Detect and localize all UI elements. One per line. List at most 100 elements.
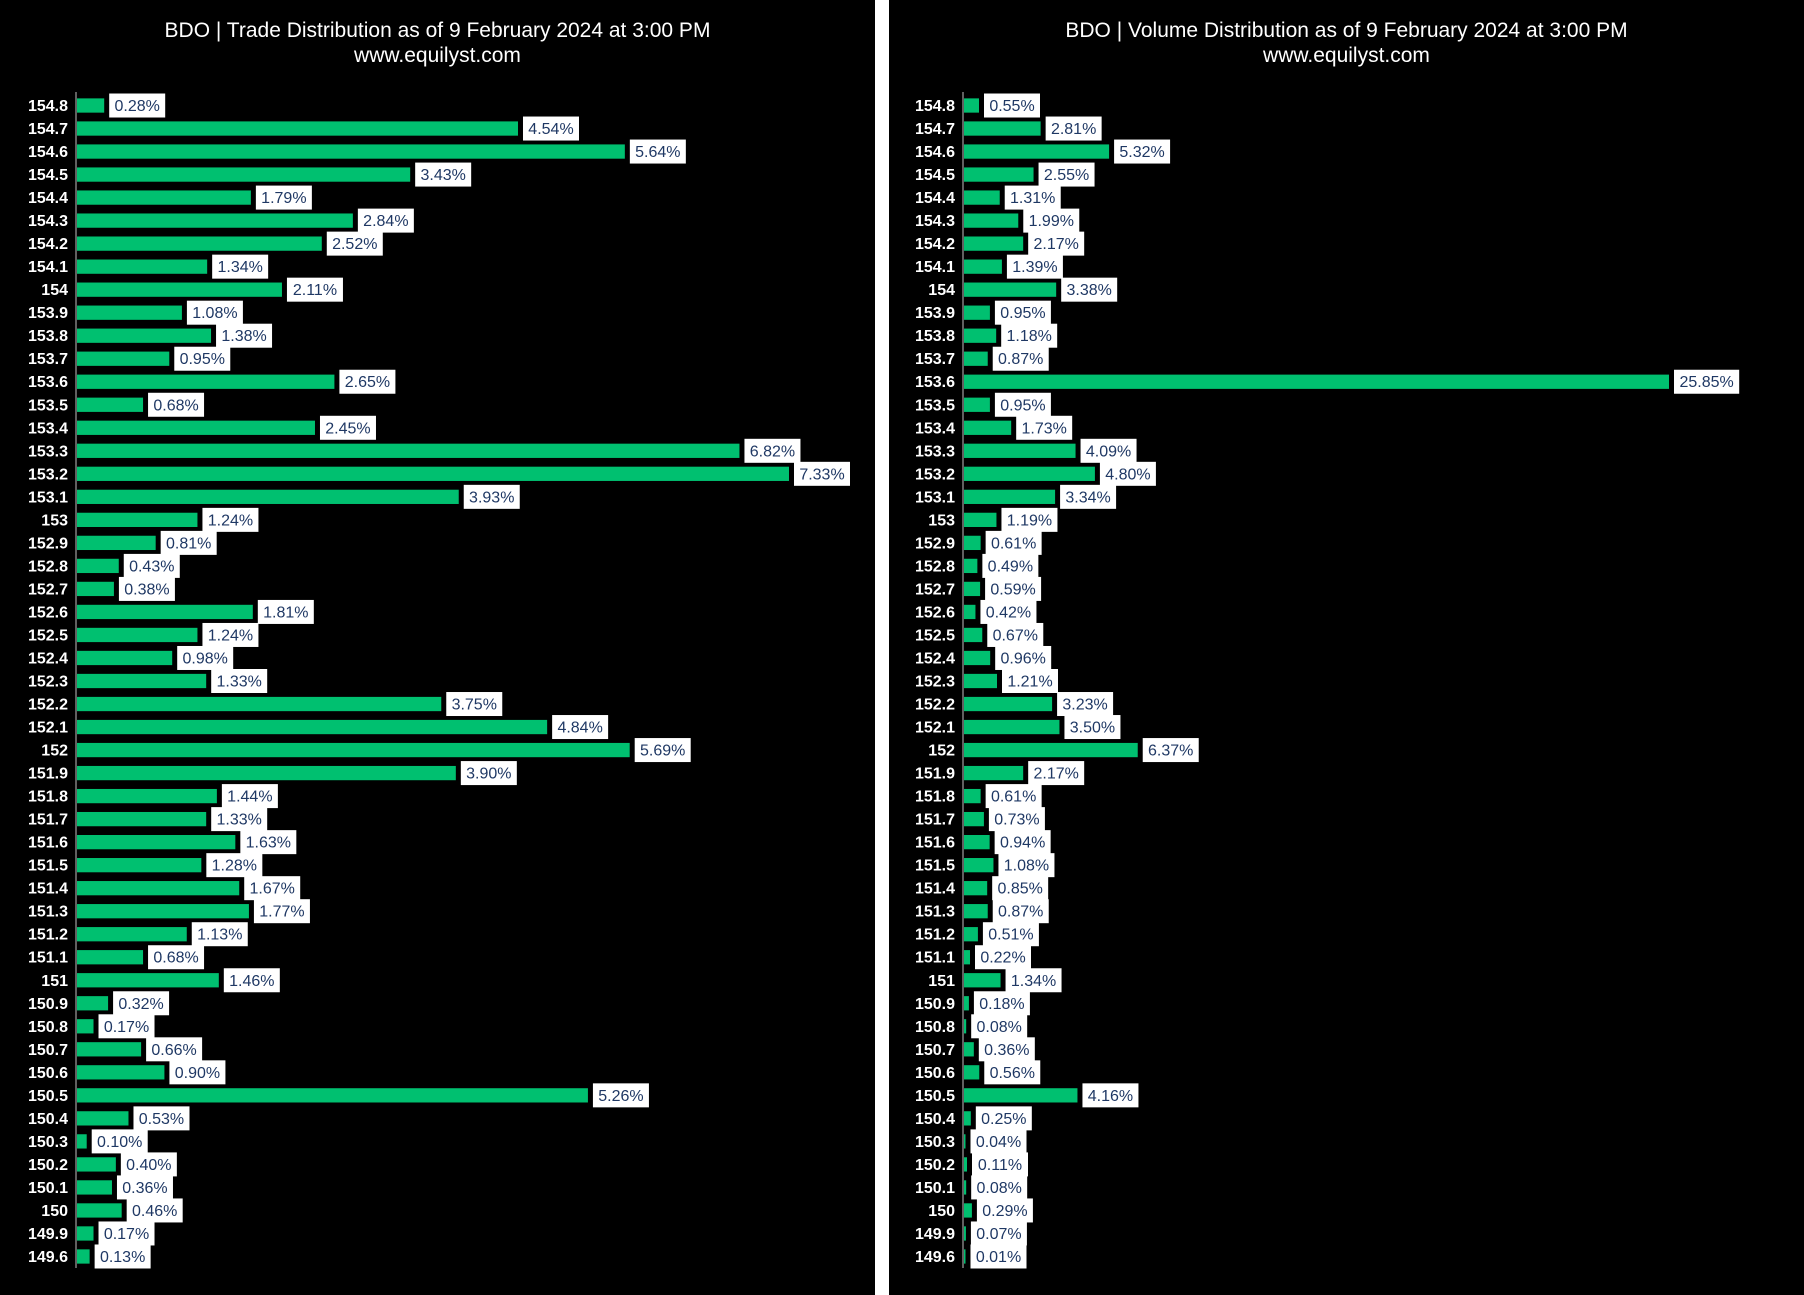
bar [77,305,182,320]
data-label: 5.26% [598,1088,643,1105]
category-tick-label: 152.4 [28,650,68,667]
data-label: 0.67% [993,627,1038,644]
data-label-box [1674,369,1740,394]
data-label-box [980,599,1037,624]
category-tick-label: 152.7 [915,581,955,598]
bar [77,190,251,205]
category-tick-label: 151.6 [28,835,68,852]
category-tick-label: 154 [41,282,68,299]
category-tick-label: 153 [928,512,955,529]
data-label: 3.90% [466,766,511,783]
bar [77,927,187,942]
data-label: 1.28% [212,858,257,875]
data-label-box [319,415,376,440]
data-label: 0.61% [991,789,1036,806]
data-label: 0.55% [989,98,1034,115]
bar [77,1111,129,1126]
data-label: 0.28% [115,98,160,115]
data-label: 3.23% [1062,697,1107,714]
data-label: 3.50% [1070,720,1115,737]
data-label: 0.17% [104,1226,149,1243]
data-label: 1.77% [259,904,304,921]
data-label: 0.95% [180,351,225,368]
data-label-box [634,738,691,763]
category-tick-label: 154.3 [28,213,68,230]
category-tick-label: 153.2 [28,466,68,483]
bar [77,650,173,666]
data-label-box [169,1060,226,1085]
category-tick-label: 152.6 [28,604,68,621]
data-label: 0.08% [976,1019,1021,1036]
category-tick-label: 150.8 [28,1019,68,1036]
data-label-box [994,392,1051,417]
category-tick-label: 153.8 [28,328,68,345]
data-label-box [970,1129,1027,1154]
bar [964,881,988,896]
bar [77,788,217,804]
data-label-box [985,530,1042,555]
data-label: 0.51% [988,927,1033,944]
category-tick-label: 151.8 [915,789,955,806]
data-label-box [987,622,1044,647]
category-tick-label: 150.2 [28,1157,68,1174]
bar [964,328,997,343]
bar [964,397,990,412]
data-label-box [592,1083,649,1108]
bar [77,719,548,735]
category-tick-label: 151.5 [915,858,955,875]
category-tick-label: 152.8 [28,558,68,575]
bar [77,1088,588,1103]
data-label: 0.07% [976,1226,1021,1243]
category-tick-label: 152 [41,743,68,760]
bar [964,973,1001,988]
bar [964,167,1034,182]
category-tick-label: 153.6 [28,374,68,391]
data-label: 0.49% [988,558,1033,575]
bar [964,443,1076,458]
bar [77,282,282,297]
data-label-box [972,1152,1028,1177]
category-tick-label: 154.6 [28,144,68,161]
data-label-box [976,1198,1033,1223]
bar [964,259,1002,274]
category-tick-label: 154.2 [915,236,955,253]
data-label: 3.93% [469,489,514,506]
category-tick-label: 152.2 [915,697,955,714]
data-label: 0.43% [129,558,174,575]
data-label: 4.54% [528,121,573,138]
bar [77,466,789,481]
data-label-box [971,1014,1028,1039]
category-tick-label: 150.3 [915,1134,955,1151]
bar [964,696,1053,712]
data-label: 0.95% [1000,397,1045,414]
trade-distribution-chart: 154.8 0.28% 154.7 4.54% 154.6 5.64% 154.5 3.43%… [28,92,850,1269]
data-label-box [1016,415,1073,440]
data-label-box [148,945,205,970]
category-tick-label: 151.1 [915,950,955,967]
category-tick-label: 154.7 [28,121,68,138]
bar [964,719,1060,735]
category-tick-label: 153.6 [915,374,955,391]
data-label-box [629,139,686,164]
data-label: 0.53% [139,1111,184,1128]
data-label-box [339,369,396,394]
data-label: 1.24% [208,512,253,529]
category-tick-label: 154 [928,282,955,299]
data-label-box [970,1244,1027,1269]
bar [964,765,1024,781]
category-tick-label: 152.1 [915,720,955,737]
category-tick-label: 150.5 [28,1088,68,1105]
category-tick-label: 149.9 [915,1226,955,1243]
category-tick-label: 153.7 [28,351,68,368]
category-tick-label: 154.5 [28,167,68,184]
data-label: 0.56% [990,1065,1035,1082]
data-label-box [995,645,1052,670]
data-label-box [133,1106,190,1131]
category-tick-label: 151.4 [28,881,68,898]
data-label: 1.81% [263,604,308,621]
bar [77,374,335,389]
bar [964,121,1041,136]
data-label: 1.38% [221,328,266,345]
data-label: 0.08% [976,1180,1021,1197]
data-label-box [94,1244,151,1269]
